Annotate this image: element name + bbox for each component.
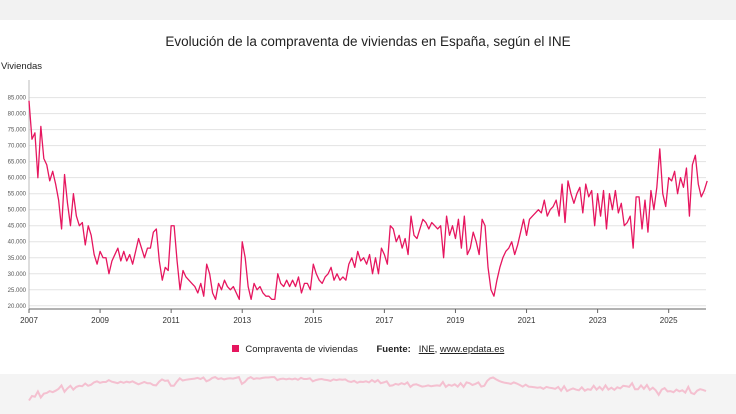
series-line [28,100,708,301]
y-tick-label: 20.000 [8,304,27,310]
axes [28,80,706,310]
y-tick-label: 75.000 [8,128,27,134]
top-band [0,0,736,20]
chart-title: Evolución de la compraventa de viviendas… [165,34,571,49]
legend-swatch-icon [231,345,239,352]
source-link-ine[interactable]: INE [418,344,435,355]
y-tick-label: 80.000 [8,112,27,118]
legend-item[interactable]: Compraventa de viviendas [231,344,358,355]
y-tick-label: 70.000 [8,144,27,150]
y-tick-label: 50.000 [8,208,27,214]
series-lines [28,100,708,301]
y-tick-label: 40.000 [8,240,27,246]
bottom-band [0,374,736,414]
x-tick-label: 2019 [447,316,465,325]
source-label: Fuente: [376,344,411,355]
x-tick-label: 2015 [304,316,322,325]
y-tick-label: 55.000 [8,192,27,198]
y-tick-label: 35.000 [8,256,27,262]
legend-item-label: Compraventa de viviendas [245,344,358,355]
x-tick-label: 2025 [660,316,678,325]
y-tick-label: 30.000 [8,272,27,278]
x-tick-label: 2013 [233,316,251,325]
x-tick-label: 2009 [91,316,109,325]
grid-lines [29,97,706,307]
background-ghost-chart [28,375,707,402]
y-axis-ticks: 20.000 25.000 30.000 35.000 40.000 45.000 50.0… [8,96,27,310]
x-tick-label: 2017 [375,316,393,325]
x-tick-label: 2021 [518,316,536,325]
source-note: Fuente: INE, www.epdata.es [376,344,504,355]
y-axis-label: Viviendas [1,61,43,72]
chart-card: Evolución de la compraventa de viviendas… [0,20,736,374]
ghost-series-line [28,375,707,402]
source-link-epdata[interactable]: www.epdata.es [439,344,505,355]
x-tick-label: 2023 [589,316,607,325]
y-tick-label: 65.000 [8,160,27,166]
line-chart-plot: 20.000 25.000 30.000 35.000 40.000 45.000 50.0… [8,80,708,325]
y-tick-label: 60.000 [8,176,27,182]
x-tick-label: 2007 [20,316,38,325]
y-tick-label: 45.000 [8,224,27,230]
x-axis-ticks: 2007 2009 2011 2013 2015 2017 2019 2021 2023 2025 [20,309,678,325]
legend: Compraventa de viviendas Fuente: INE, ww… [0,344,736,355]
x-tick-label: 2011 [163,316,181,325]
y-tick-label: 85.000 [8,96,27,102]
source-separator: , [434,344,440,355]
y-tick-label: 25.000 [8,288,27,294]
